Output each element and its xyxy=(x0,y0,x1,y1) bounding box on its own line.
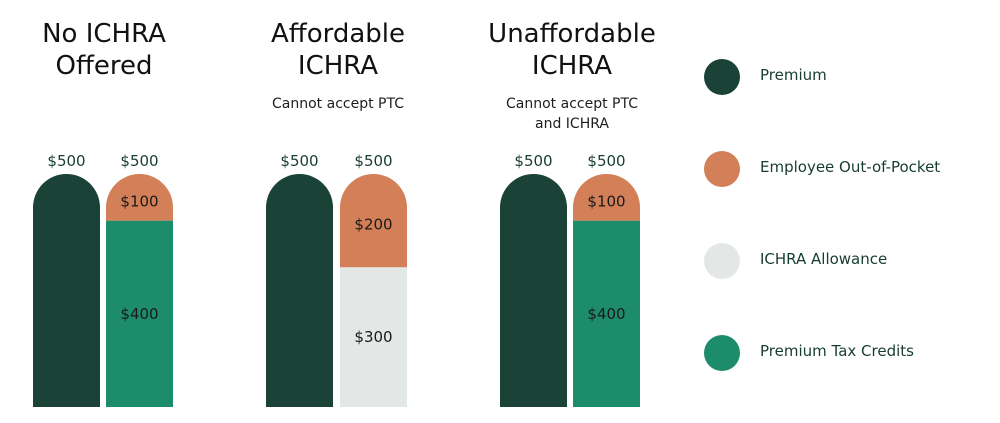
bar-total-label: $500 xyxy=(120,152,158,170)
legend-label-employee-out-of-pocket: Employee Out-of-Pocket xyxy=(760,158,941,176)
group-title-unaffordable: Unaffordable ICHRA xyxy=(472,18,672,82)
bar-segment-ichra-allowance xyxy=(340,267,407,407)
group-subtitle-unaffordable: Cannot accept PTC and ICHRA xyxy=(462,94,682,134)
group-title-line1: Affordable xyxy=(271,19,405,49)
group-title-line2: ICHRA xyxy=(531,51,613,81)
bar-total-label: $500 xyxy=(514,152,552,170)
bar-segment-employee-out-of-pocket xyxy=(340,174,407,268)
bar-segment-employee-out-of-pocket xyxy=(106,174,173,221)
group-title-affordable: Affordable ICHRA xyxy=(238,18,438,82)
legend-swatch-ichra-allowance xyxy=(704,243,740,279)
bar-total-label: $500 xyxy=(280,152,318,170)
legend-swatch-employee-out-of-pocket xyxy=(704,151,740,187)
bar-segment-employee-out-of-pocket xyxy=(573,174,640,221)
bar-segment-premium xyxy=(33,174,100,407)
bar-segment-premium xyxy=(266,174,333,407)
segment-value-label: $400 xyxy=(587,305,625,323)
bar-total-label: $500 xyxy=(587,152,625,170)
legend-swatch-premium xyxy=(704,59,740,95)
segment-value-label: $100 xyxy=(120,192,158,210)
legend-label-premium-tax-credits: Premium Tax Credits xyxy=(760,342,914,360)
segment-value-label: $300 xyxy=(354,328,392,346)
legend-label-ichra-allowance: ICHRA Allowance xyxy=(760,250,888,268)
group-title-line2: Offered xyxy=(55,51,153,81)
segment-value-label: $100 xyxy=(587,192,625,210)
group-title-line1: Unaffordable xyxy=(488,19,656,49)
bar-total-label: $500 xyxy=(354,152,392,170)
group-title-line2: ICHRA xyxy=(297,51,379,81)
bar-segment-premium-tax-credits xyxy=(106,220,173,407)
segment-value-label: $400 xyxy=(120,305,158,323)
group-subtitle-line1: Cannot accept PTC xyxy=(272,96,404,112)
group-subtitle-line1: Cannot accept PTC xyxy=(506,96,638,112)
legend-label-premium: Premium xyxy=(760,66,827,84)
group-title-line1: No ICHRA xyxy=(42,19,166,49)
bar-segment-premium xyxy=(500,174,567,407)
bar-segment-premium-tax-credits xyxy=(573,220,640,407)
group-title-no-ichra: No ICHRA Offered xyxy=(4,18,204,82)
legend-swatch-premium-tax-credits xyxy=(704,335,740,371)
group-subtitle-affordable: Cannot accept PTC xyxy=(228,94,448,114)
segment-value-label: $200 xyxy=(354,216,392,234)
bar-total-label: $500 xyxy=(47,152,85,170)
group-subtitle-line2: and ICHRA xyxy=(535,116,609,132)
